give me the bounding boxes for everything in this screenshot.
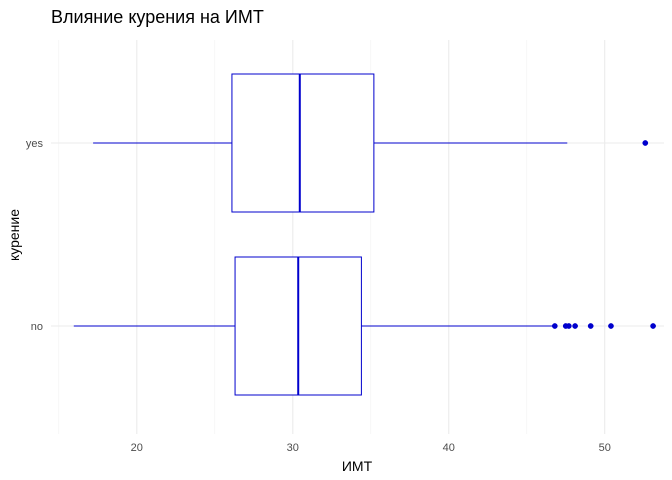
x-tick-label: 30 [287, 442, 299, 454]
box-yes [93, 73, 649, 213]
outlier-point [650, 323, 656, 329]
box-no [73, 256, 656, 396]
x-axis-title: ИМТ [342, 458, 373, 474]
outlier-point [587, 323, 594, 329]
x-tick-label: 40 [443, 442, 455, 454]
boxes [73, 73, 656, 396]
tick-labels: 20 30 40 50 no yes [26, 138, 611, 454]
outlier-point [642, 140, 649, 146]
y-axis-title: курение [6, 209, 22, 261]
outlier-point [566, 323, 572, 329]
y-tick-label: no [31, 321, 43, 333]
outlier-point [551, 323, 558, 329]
chart-title: Влияние курения на ИМТ [51, 7, 264, 27]
iqr-box [231, 73, 375, 213]
outlier-point [608, 323, 614, 329]
x-tick-label: 50 [599, 442, 611, 454]
y-tick-label: yes [26, 138, 44, 150]
x-tick-label: 20 [131, 442, 143, 454]
outlier-point [572, 323, 578, 329]
